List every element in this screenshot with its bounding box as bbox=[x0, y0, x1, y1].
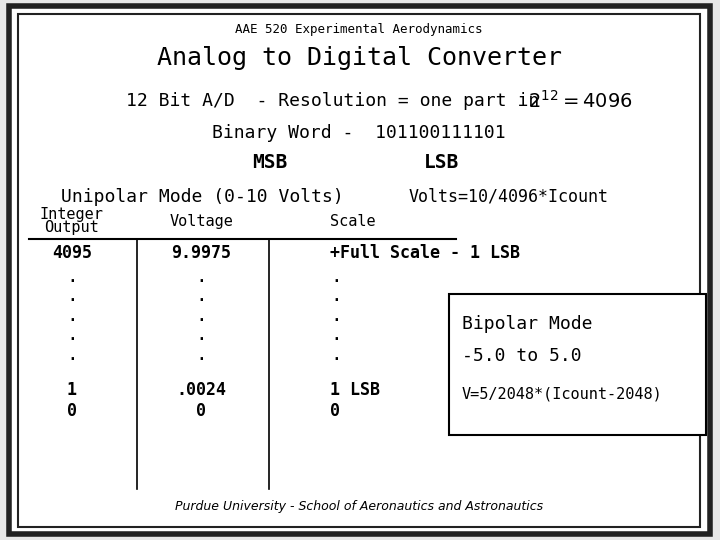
Text: 0: 0 bbox=[196, 402, 206, 421]
Text: Unipolar Mode (0-10 Volts): Unipolar Mode (0-10 Volts) bbox=[61, 187, 344, 206]
FancyBboxPatch shape bbox=[449, 294, 706, 435]
Text: 1: 1 bbox=[67, 381, 77, 399]
Text: Scale: Scale bbox=[330, 214, 376, 229]
Text: .: . bbox=[66, 325, 78, 345]
Text: +Full Scale - 1 LSB: +Full Scale - 1 LSB bbox=[330, 244, 521, 262]
Text: 1 LSB: 1 LSB bbox=[330, 381, 380, 399]
Text: Integer: Integer bbox=[40, 207, 104, 222]
Text: .: . bbox=[195, 306, 207, 325]
Text: Purdue University - School of Aeronautics and Astronautics: Purdue University - School of Aeronautic… bbox=[175, 500, 544, 513]
Text: .: . bbox=[330, 267, 342, 286]
Text: .: . bbox=[66, 286, 78, 306]
Text: .0024: .0024 bbox=[176, 381, 226, 399]
Text: V=5/2048*(Icount-2048): V=5/2048*(Icount-2048) bbox=[462, 387, 662, 402]
FancyBboxPatch shape bbox=[18, 14, 701, 526]
Text: 0: 0 bbox=[67, 402, 77, 421]
Text: .: . bbox=[330, 325, 342, 345]
FancyBboxPatch shape bbox=[9, 6, 710, 534]
Text: 9.9975: 9.9975 bbox=[171, 244, 231, 262]
Text: MSB: MSB bbox=[252, 152, 287, 172]
Text: .: . bbox=[330, 286, 342, 306]
Text: .: . bbox=[330, 306, 342, 325]
Text: 0: 0 bbox=[330, 402, 341, 421]
Text: .: . bbox=[66, 306, 78, 325]
Text: .: . bbox=[195, 345, 207, 364]
Text: Binary Word -  101100111101: Binary Word - 101100111101 bbox=[212, 124, 506, 143]
Text: .: . bbox=[195, 325, 207, 345]
Text: $2^{12} = 4096$: $2^{12} = 4096$ bbox=[528, 90, 633, 112]
Text: Voltage: Voltage bbox=[169, 214, 233, 229]
Text: Output: Output bbox=[45, 220, 99, 235]
Text: AAE 520 Experimental Aerodynamics: AAE 520 Experimental Aerodynamics bbox=[235, 23, 483, 36]
Text: Volts=10/4096*Icount: Volts=10/4096*Icount bbox=[408, 187, 608, 206]
Text: .: . bbox=[330, 345, 342, 364]
Text: 12 Bit A/D  - Resolution = one part in: 12 Bit A/D - Resolution = one part in bbox=[126, 92, 561, 110]
Text: .: . bbox=[195, 286, 207, 306]
Text: .: . bbox=[66, 345, 78, 364]
Text: .: . bbox=[195, 267, 207, 286]
Text: LSB: LSB bbox=[424, 152, 459, 172]
Text: -5.0 to 5.0: -5.0 to 5.0 bbox=[462, 347, 582, 366]
Text: Analog to Digital Converter: Analog to Digital Converter bbox=[157, 46, 562, 70]
Text: 4095: 4095 bbox=[52, 244, 92, 262]
Text: .: . bbox=[66, 267, 78, 286]
Text: Bipolar Mode: Bipolar Mode bbox=[462, 315, 593, 333]
